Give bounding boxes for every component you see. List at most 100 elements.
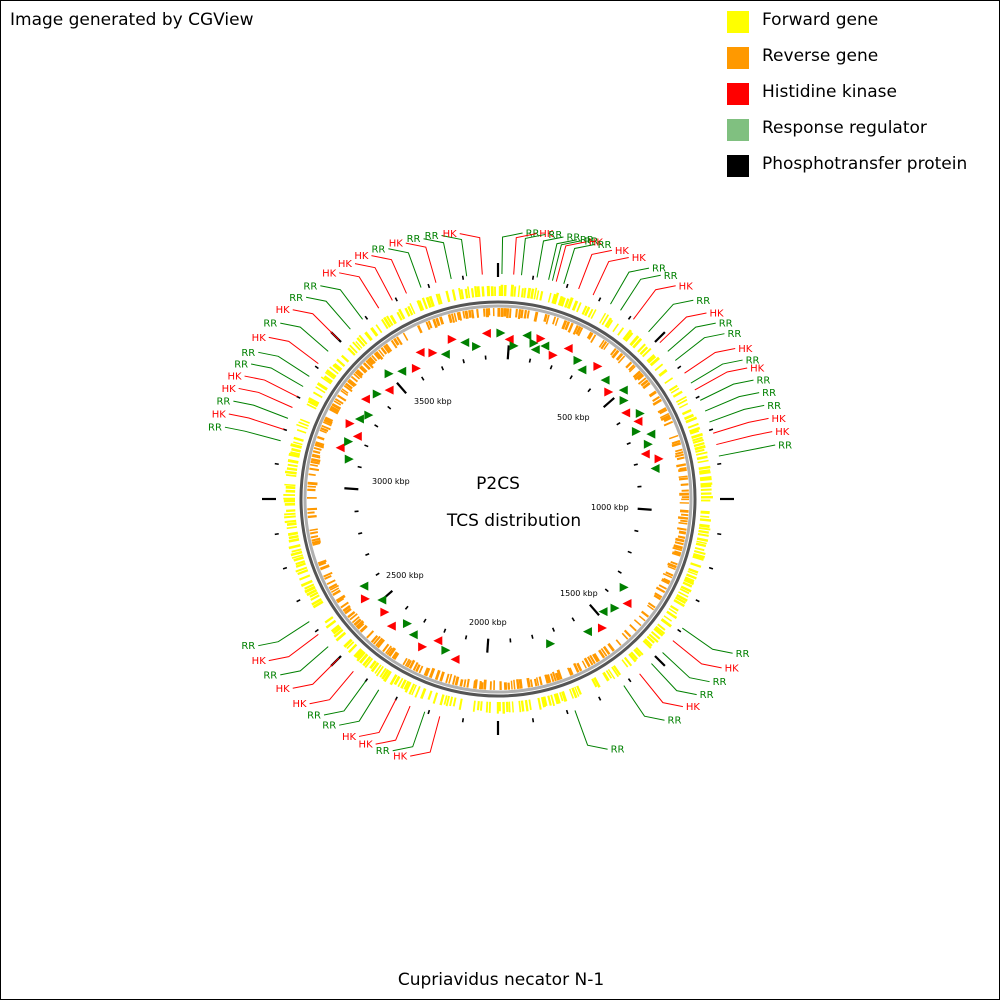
reverse-gene-bar: [675, 537, 685, 543]
forward-gene-bar: [630, 651, 639, 660]
reverse-gene-bar: [450, 313, 456, 323]
forward-gene-bar: [398, 308, 406, 320]
hk-callout-label: HK: [709, 308, 724, 319]
reverse-gene-bar: [576, 662, 583, 672]
reverse-gene-bar: [466, 678, 470, 688]
reverse-gene-bar: [317, 559, 327, 565]
reverse-gene-bar: [673, 544, 683, 550]
reverse-gene-bar: [313, 446, 322, 451]
reverse-gene-bar: [554, 672, 560, 681]
reverse-gene-bar: [432, 318, 438, 329]
forward-gene-bar: [479, 701, 483, 711]
reverse-gene-bar: [320, 427, 329, 433]
forward-gene-bar: [295, 566, 308, 573]
reverse-gene-bar: [335, 594, 346, 603]
reverse-gene-bar: [667, 562, 677, 569]
kbp-label-3500: 3500 kbp: [414, 397, 452, 406]
forward-gene-bar: [553, 292, 560, 305]
reverse-gene-bar: [672, 547, 683, 552]
reverse-gene-bar: [485, 308, 490, 318]
reverse-gene-bar: [544, 674, 549, 684]
forward-gene-bar: [393, 675, 401, 686]
hk-callout-label: HK: [227, 372, 242, 383]
callout-line: [667, 322, 716, 352]
forward-gene-bar: [341, 354, 350, 363]
rr-marker: [577, 365, 587, 375]
outer-tick: [627, 678, 632, 683]
forward-gene-bar: [647, 355, 657, 364]
hk-callout-label: HK: [686, 702, 701, 713]
forward-gene-bar: [375, 324, 383, 334]
reverse-gene-bar: [434, 669, 441, 681]
hk-marker: [597, 623, 607, 633]
reverse-gene-bar: [324, 416, 334, 423]
reverse-gene-bar: [337, 597, 345, 604]
inner-tick: [587, 388, 592, 393]
reverse-gene-bar: [520, 309, 524, 319]
hk-callout-label: HK: [775, 427, 790, 438]
reverse-gene-bar: [659, 412, 670, 419]
callout-line: [672, 640, 722, 669]
reverse-gene-bar: [674, 453, 684, 458]
reverse-gene-bar: [663, 577, 671, 583]
reverse-gene-bar: [642, 381, 651, 390]
reverse-gene-bar: [655, 586, 666, 594]
hk-callout-label: HK: [725, 663, 740, 674]
forward-gene-bar: [295, 560, 306, 566]
forward-gene-bar: [689, 429, 700, 435]
hk-marker: [428, 348, 438, 358]
forward-gene-bar: [700, 484, 712, 488]
reverse-gene-bar: [347, 380, 356, 388]
reverse-gene-bar: [340, 601, 349, 609]
rr-callout-label: RR: [598, 240, 612, 251]
callout-line: [258, 621, 310, 647]
hk-marker: [447, 334, 457, 344]
reverse-gene-bar: [668, 434, 679, 440]
hk-marker: [380, 607, 390, 617]
reverse-gene-bar: [628, 365, 636, 373]
forward-gene-bar: [599, 312, 607, 324]
reverse-gene-bar: [439, 671, 445, 682]
forward-gene-bar: [559, 692, 564, 702]
reverse-gene-bar: [657, 407, 667, 414]
forward-gene-bar: [537, 697, 542, 710]
reverse-gene-bar: [342, 605, 351, 613]
forward-gene-bar: [315, 386, 326, 394]
forward-gene-bar: [347, 347, 356, 356]
inner-tick: [440, 366, 445, 371]
forward-gene-bar: [632, 337, 643, 349]
reverse-gene-bar: [661, 578, 671, 585]
forward-gene-bar: [316, 382, 328, 391]
reverse-gene-bar: [351, 616, 360, 624]
hk-callout-label: HK: [389, 239, 404, 250]
forward-gene-bar: [404, 307, 411, 317]
forward-gene-bar: [669, 384, 678, 392]
reverse-gene-bar: [383, 344, 391, 354]
reverse-gene-bar: [391, 651, 398, 660]
forward-gene-bar: [672, 390, 683, 398]
forward-gene-bar: [290, 451, 301, 456]
callout-line: [224, 426, 281, 442]
rr-callout-label: RR: [241, 641, 255, 652]
reverse-gene-bar: [375, 350, 384, 360]
rr-marker: [646, 429, 656, 439]
hk-marker: [640, 449, 650, 459]
reverse-gene-ring: [306, 307, 690, 690]
outer-tick: [598, 297, 602, 302]
forward-gene-bar: [690, 562, 702, 568]
rr-callout-label: RR: [307, 710, 321, 721]
forward-gene-bar: [523, 287, 527, 298]
reverse-gene-bar: [676, 463, 687, 468]
reverse-gene-bar: [526, 310, 530, 319]
reverse-gene-bar: [353, 618, 362, 626]
hk-callout-label: HK: [738, 344, 753, 355]
forward-gene-bar: [513, 286, 517, 297]
forward-gene-bar: [332, 626, 342, 635]
reverse-gene-bar: [307, 514, 317, 519]
reverse-gene-bar: [637, 377, 647, 385]
forward-gene-bar: [425, 296, 433, 308]
forward-gene-bar: [411, 684, 417, 696]
forward-gene-bar: [445, 695, 450, 707]
callout-line: [423, 238, 452, 280]
forward-gene-bar: [612, 665, 622, 676]
